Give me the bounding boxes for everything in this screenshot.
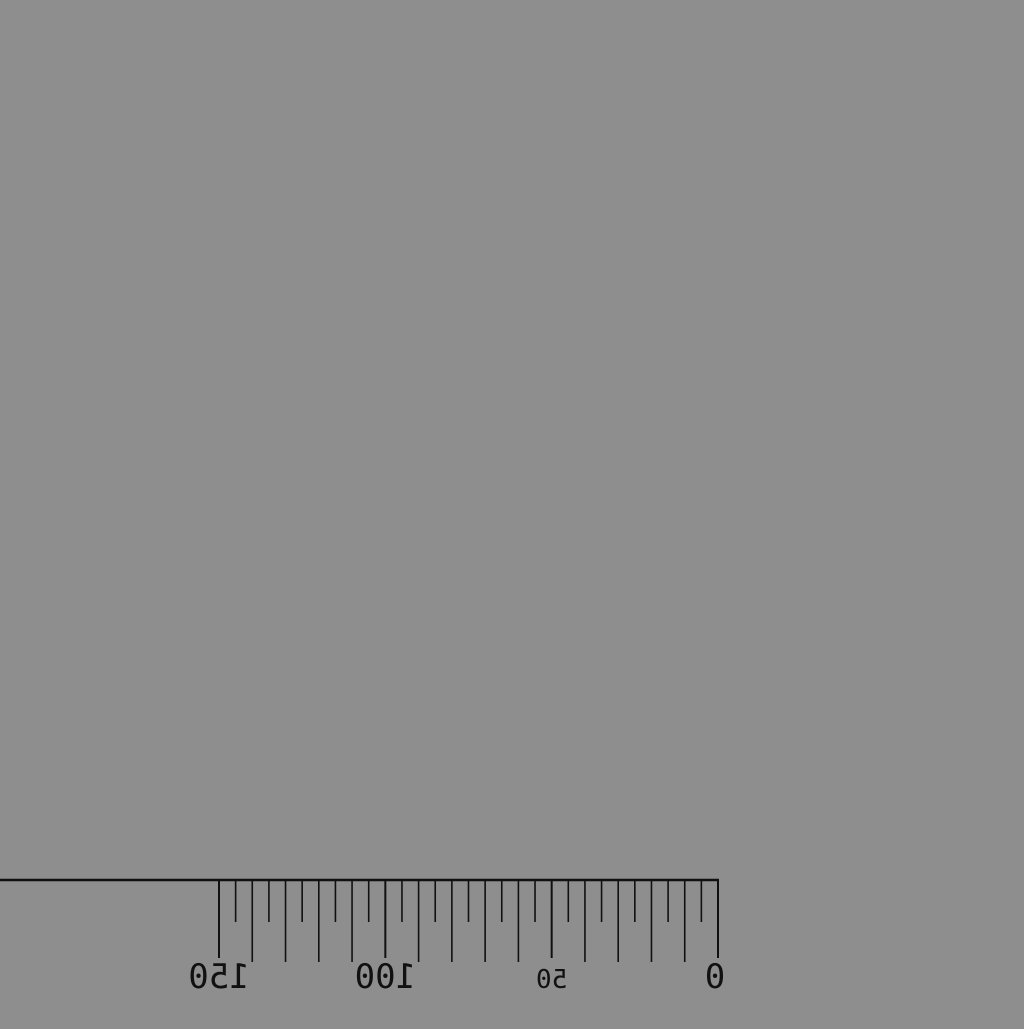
tick-label-0: 0: [705, 957, 725, 997]
tick-labels: 0 50 100 150: [188, 957, 725, 997]
tick-label-150: 150: [188, 957, 249, 997]
tick-label-100: 100: [355, 957, 416, 997]
tick-marks: [218, 880, 719, 962]
tick-label-50: 50: [536, 965, 567, 995]
